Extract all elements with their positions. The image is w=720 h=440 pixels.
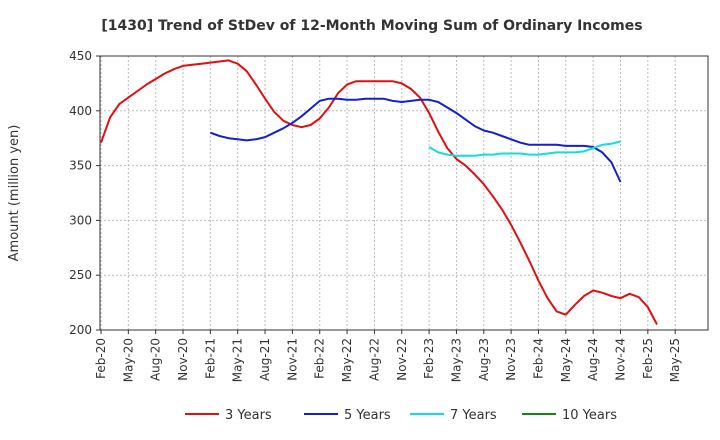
y-tick-label: 300 — [69, 213, 92, 227]
x-tick-label: Nov-24 — [613, 338, 627, 381]
series-line-7-years — [428, 140, 621, 157]
x-tick-label: Feb-20 — [94, 338, 108, 379]
x-tick-label: Feb-23 — [422, 338, 436, 379]
x-tick-label: Feb-22 — [313, 338, 327, 379]
x-tick-label: Feb-24 — [531, 338, 545, 379]
series-line-3-years — [100, 59, 658, 325]
y-tick-label: 200 — [69, 323, 92, 337]
y-tick-label: 450 — [69, 49, 92, 63]
x-tick-label: May-21 — [231, 338, 245, 382]
x-tick-label: Aug-21 — [258, 338, 272, 381]
x-tick-label: May-23 — [449, 338, 463, 382]
x-axis-ticks: Feb-20 May-20 Aug-20 Nov-20 Feb-21 May-21 Aug-… — [94, 330, 682, 382]
x-tick-label: Feb-21 — [203, 338, 217, 379]
x-tick-label: Aug-22 — [367, 338, 381, 381]
x-tick-label: May-25 — [668, 338, 682, 382]
plot-area — [99, 55, 709, 331]
x-tick-label: May-24 — [559, 338, 573, 382]
legend-label: 5 Years — [344, 408, 391, 423]
x-tick-label: Aug-24 — [586, 338, 600, 381]
chart-title: [1430] Trend of StDev of 12-Month Moving… — [101, 18, 642, 34]
series-line-5-years — [210, 97, 622, 183]
x-tick-label: May-20 — [121, 338, 135, 382]
y-axis-label: Amount (million yen) — [7, 125, 22, 262]
x-tick-label: Aug-20 — [149, 338, 163, 381]
legend-label: 10 Years — [562, 408, 617, 423]
series-lines — [100, 59, 658, 325]
x-tick-label: Nov-23 — [504, 338, 518, 381]
y-tick-label: 400 — [69, 104, 92, 118]
x-tick-label: May-22 — [340, 338, 354, 382]
x-tick-label: Nov-20 — [176, 338, 190, 381]
y-tick-label: 250 — [69, 268, 92, 282]
grid — [100, 55, 708, 331]
legend-label: 3 Years — [225, 408, 272, 423]
y-tick-label: 350 — [69, 159, 92, 173]
x-tick-label: Nov-21 — [285, 338, 299, 381]
x-tick-label: Feb-25 — [641, 338, 655, 379]
legend-label: 7 Years — [450, 408, 497, 423]
x-tick-label: Nov-22 — [395, 338, 409, 381]
legend: 3 Years 5 Years 7 Years 10 Years — [185, 408, 617, 423]
x-tick-label: Aug-23 — [477, 338, 491, 381]
y-axis-ticks: 200 250 300 350 400 450 — [69, 49, 100, 337]
